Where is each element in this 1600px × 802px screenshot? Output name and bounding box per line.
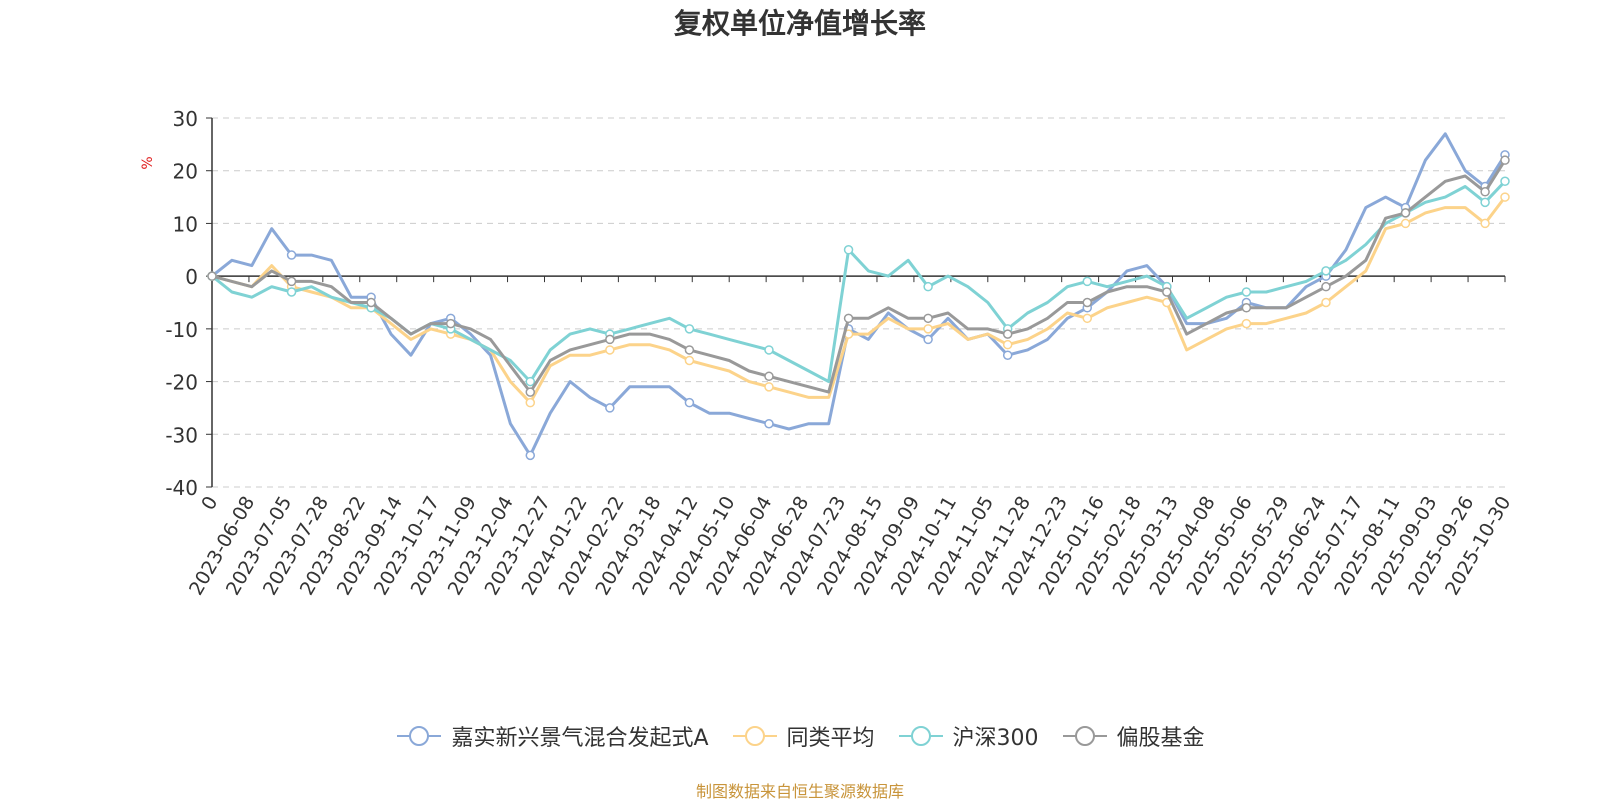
data-point [843, 313, 854, 324]
data-point [1241, 318, 1252, 329]
legend-label: 同类平均 [786, 726, 875, 751]
data-point [1400, 218, 1411, 229]
data-point [605, 334, 615, 345]
legend-line-circle-icon [1062, 726, 1107, 746]
y-tick-label: -10 [165, 318, 198, 342]
data-point [1321, 266, 1331, 276]
y-tick-label: 10 [173, 212, 198, 236]
data-point [843, 245, 854, 255]
data-point [207, 271, 217, 281]
y-tick-label: -40 [165, 476, 198, 500]
data-point [764, 418, 774, 429]
data-point [1500, 176, 1510, 187]
y-tick-label: -30 [165, 423, 198, 447]
data-point [1241, 287, 1252, 297]
data-point [684, 397, 695, 408]
data-point [1082, 276, 1093, 287]
data-point [1082, 297, 1093, 308]
data-point [684, 324, 695, 334]
legend: 嘉实新兴景气混合发起式A 同类平均 沪深300 偏股基金 [0, 720, 1600, 752]
data-point [764, 382, 774, 392]
data-point [923, 313, 933, 324]
data-point [1500, 192, 1510, 202]
data-point [1480, 187, 1490, 197]
legend-item-0[interactable]: 嘉实新兴景气混合发起式A [395, 720, 709, 752]
grid-lines [212, 117, 1505, 488]
data-point [1002, 339, 1013, 350]
legend-line-circle-icon [898, 726, 943, 746]
data-point [286, 276, 297, 287]
data-point [923, 324, 933, 334]
data-point [286, 250, 297, 260]
legend-line-circle-icon [732, 726, 777, 746]
x-tick-label: 0 [197, 493, 222, 514]
y-tick-label: -20 [165, 371, 198, 395]
data-point [1400, 208, 1411, 218]
legend-label: 沪深300 [952, 726, 1039, 751]
y-tick-label: 30 [173, 107, 198, 131]
legend-line-circle-icon [397, 726, 442, 746]
legend-label: 嘉实新兴景气混合发起式A [451, 726, 709, 751]
y-axis-unit-label: % [140, 156, 156, 169]
data-point [1002, 350, 1013, 360]
data-point [525, 376, 536, 387]
data-point [764, 345, 774, 355]
y-tick-label: 0 [185, 265, 198, 289]
data-point [366, 297, 376, 308]
data-point [445, 318, 456, 329]
data-point [1500, 155, 1510, 165]
data-point [684, 345, 695, 355]
data-point [605, 345, 615, 355]
data-point [1002, 329, 1013, 339]
data-point [684, 355, 695, 366]
legend-item-1[interactable]: 同类平均 [731, 720, 875, 752]
legend-label: 偏股基金 [1116, 726, 1205, 751]
data-point [1321, 281, 1331, 292]
data-point [1321, 297, 1331, 308]
y-tick-label: 20 [173, 160, 198, 184]
source-note: 制图数据来自恒生聚源数据库 [695, 782, 904, 801]
data-point [525, 387, 536, 397]
data-point [1480, 197, 1490, 208]
data-point [923, 281, 933, 292]
data-point [525, 450, 536, 461]
series-lines [207, 132, 1510, 461]
legend-item-2[interactable]: 沪深300 [897, 720, 1039, 752]
data-point [605, 403, 615, 413]
series-line-1 [211, 196, 1507, 405]
legend-item-3[interactable]: 偏股基金 [1061, 720, 1205, 752]
data-point [525, 397, 536, 408]
data-point [1241, 303, 1252, 313]
data-point [1162, 287, 1172, 297]
data-point [1480, 218, 1490, 229]
data-point [286, 287, 297, 297]
chart-title: 复权单位净值增长率 [673, 7, 926, 40]
data-point [1082, 313, 1093, 324]
data-point [764, 371, 774, 382]
data-point [923, 334, 933, 345]
series-line-3 [211, 159, 1507, 394]
